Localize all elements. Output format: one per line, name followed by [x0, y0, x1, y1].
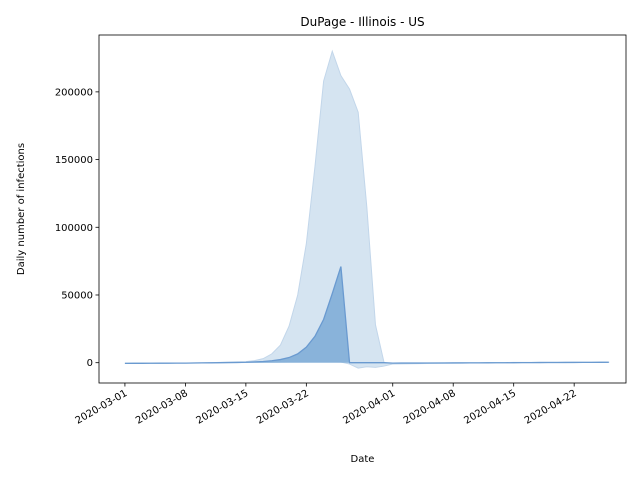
x-axis-label: Date [351, 454, 375, 465]
y-tick-label: 50000 [61, 290, 93, 301]
axes-frame [98, 34, 627, 384]
y-axis: 0 50000 100000 150000 200000 [55, 87, 99, 369]
mean-line [124, 266, 609, 365]
y-tick-label: 200000 [55, 87, 93, 98]
y-axis-label: Daily number of infections [16, 143, 27, 275]
y-tick-label: 150000 [55, 155, 93, 166]
plot-area [124, 49, 610, 369]
y-tick-label: 100000 [55, 223, 93, 234]
chart-title: DuPage - Illinois - US [300, 15, 424, 29]
y-tick-label: 0 [87, 358, 93, 369]
